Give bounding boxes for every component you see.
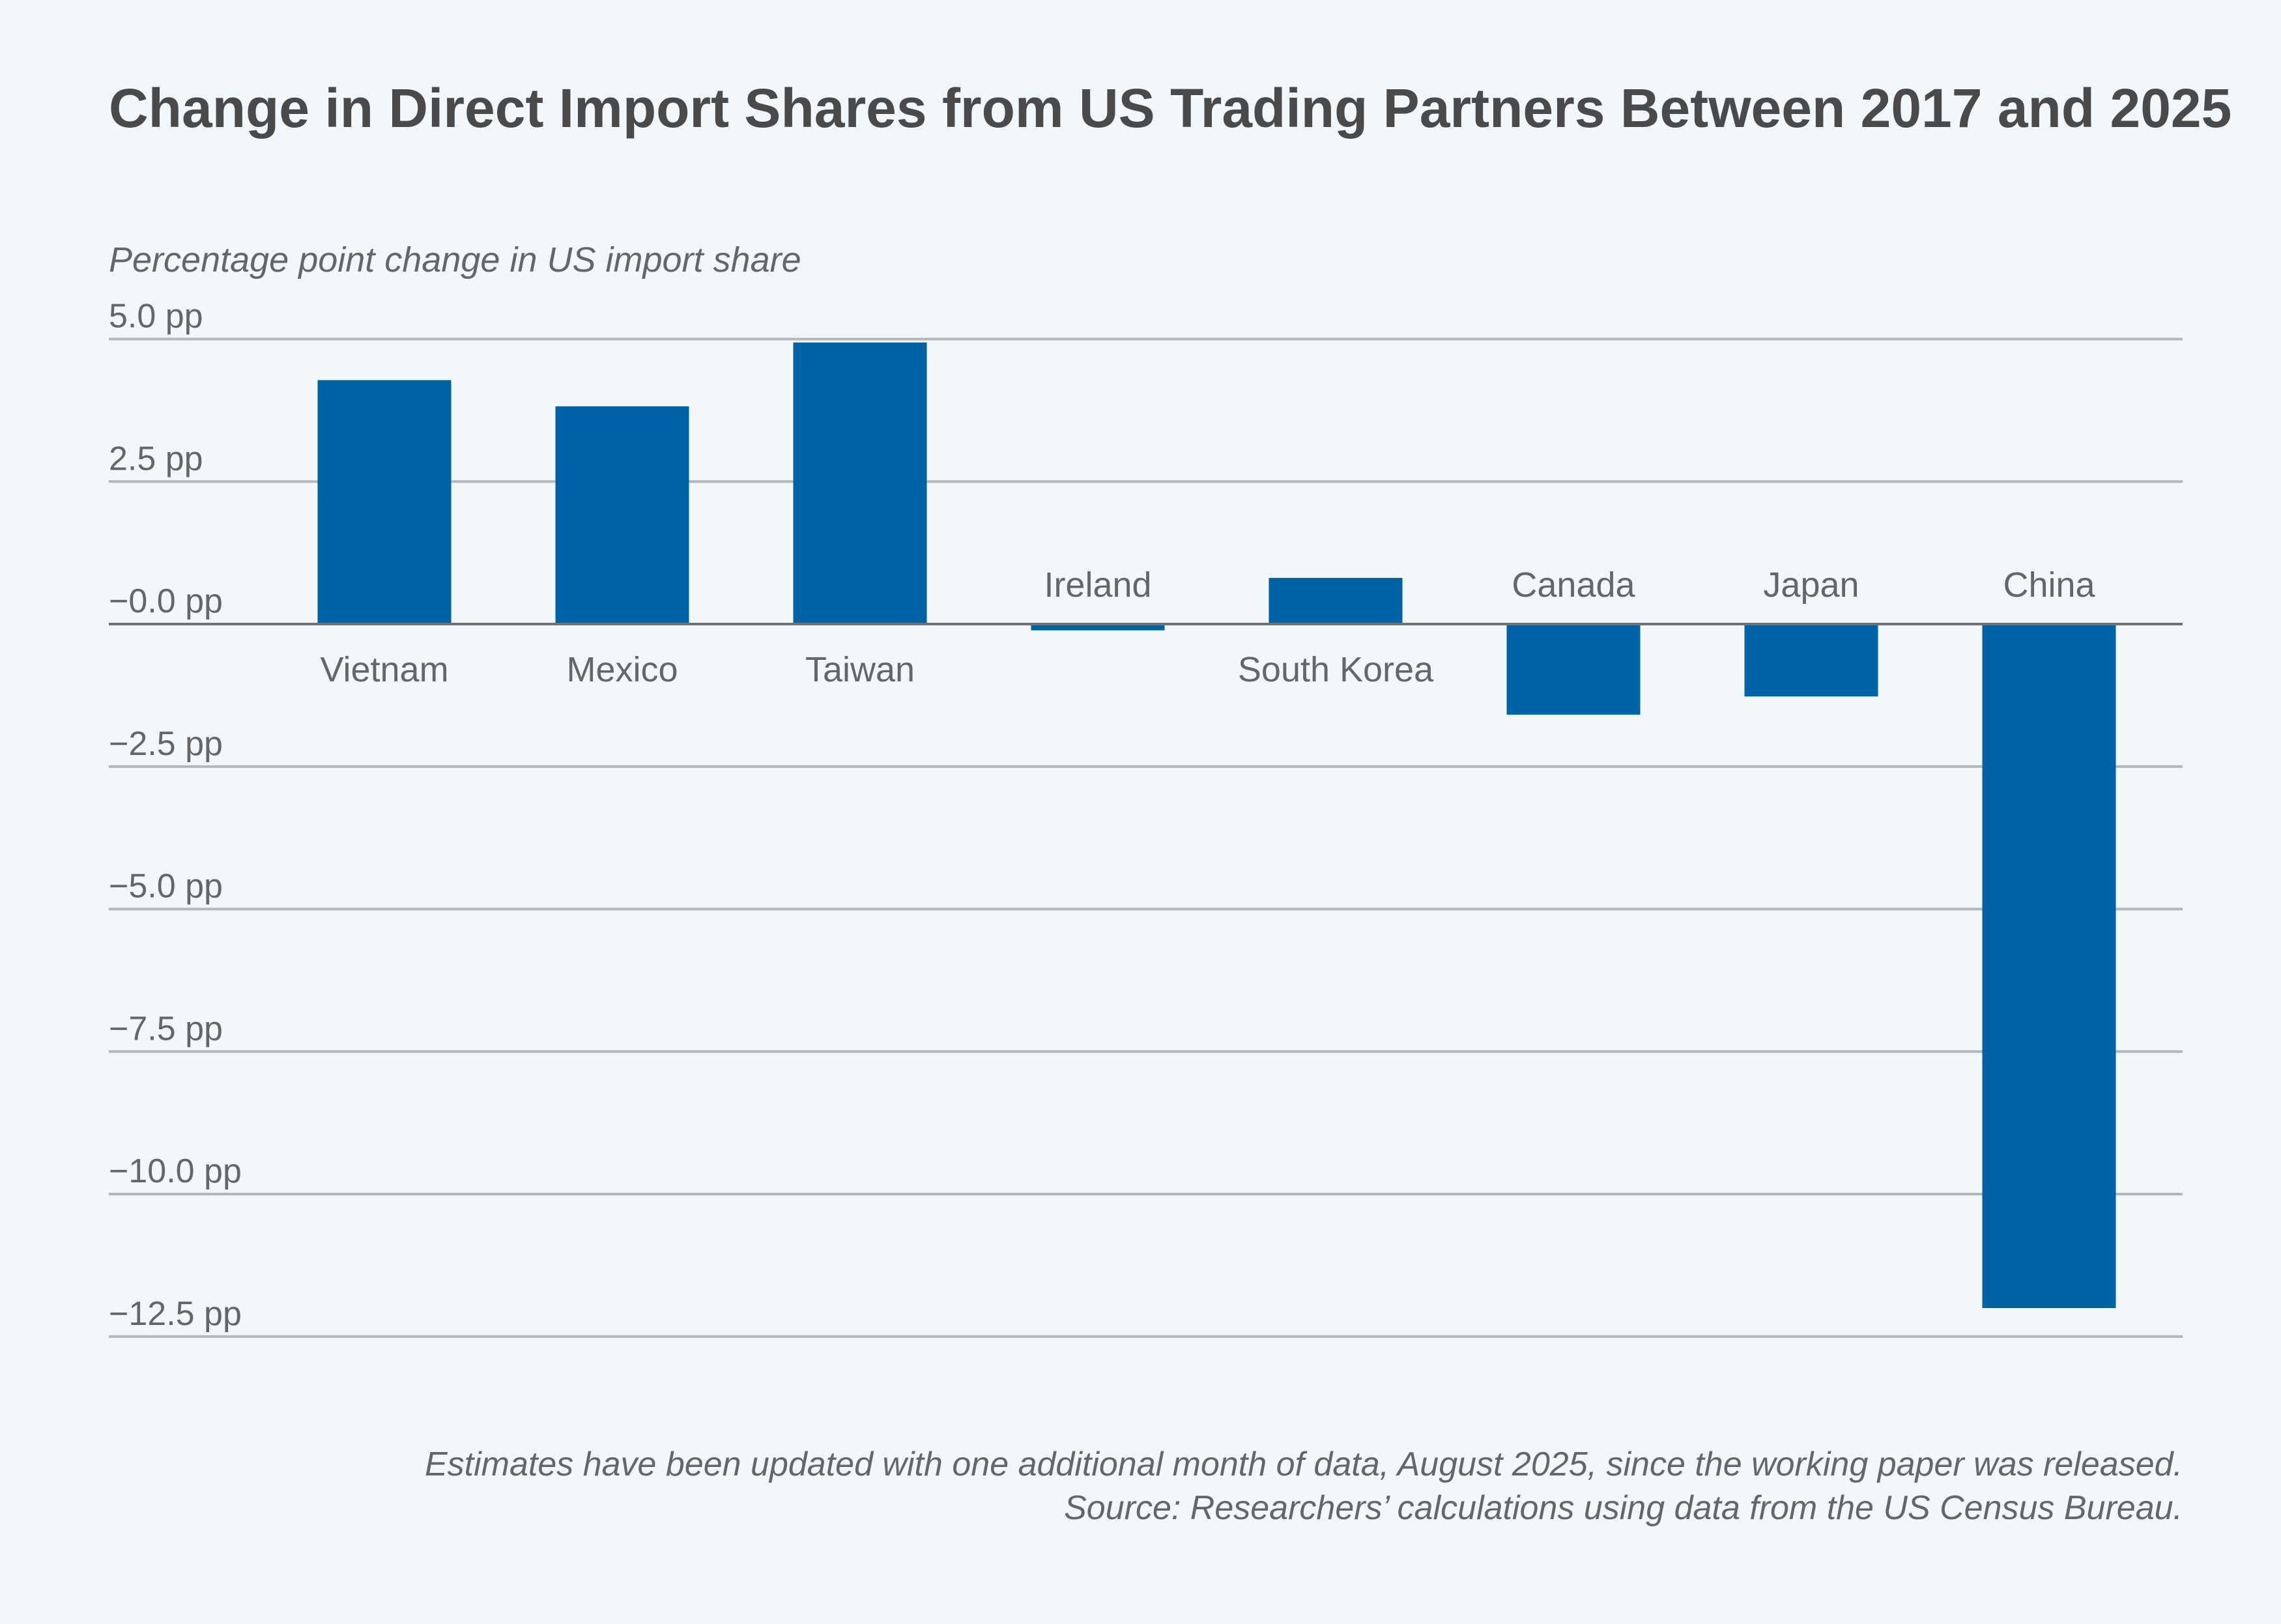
category-label: Japan xyxy=(1763,565,1859,605)
source-note: Source: Researchers’ calculations using … xyxy=(1064,1489,2183,1527)
y-tick-label: 2.5 pp xyxy=(109,440,203,477)
bar-canada xyxy=(1506,624,1641,715)
footnote: Estimates have been updated with one add… xyxy=(424,1446,2183,1483)
category-label: South Korea xyxy=(1238,650,1434,689)
bar-taiwan xyxy=(793,342,927,624)
bar-ireland xyxy=(1031,624,1165,631)
category-label: Vietnam xyxy=(320,650,448,689)
category-label: Ireland xyxy=(1044,565,1151,605)
chart-title: Change in Direct Import Shares from US T… xyxy=(109,78,2232,139)
category-label: Taiwan xyxy=(805,650,915,689)
y-axis-label: Percentage point change in US import sha… xyxy=(109,240,801,279)
category-label: Mexico xyxy=(566,650,678,689)
category-label: China xyxy=(2003,565,2095,605)
y-tick-label: 5.0 pp xyxy=(109,298,203,335)
y-tick-label: −5.0 pp xyxy=(109,868,223,905)
y-tick-label: −2.5 pp xyxy=(109,725,223,763)
y-tick-label: −7.5 pp xyxy=(109,1010,223,1047)
y-tick-label: −0.0 pp xyxy=(109,582,223,620)
category-label: Canada xyxy=(1512,565,1635,605)
bar-china xyxy=(1982,624,2116,1308)
bar-vietnam xyxy=(317,380,452,624)
y-tick-label: −10.0 pp xyxy=(109,1152,242,1190)
bar-mexico xyxy=(555,406,689,624)
bar-japan xyxy=(1744,624,1878,697)
y-tick-label: −12.5 pp xyxy=(109,1295,242,1333)
bar-south-korea xyxy=(1269,578,1403,624)
